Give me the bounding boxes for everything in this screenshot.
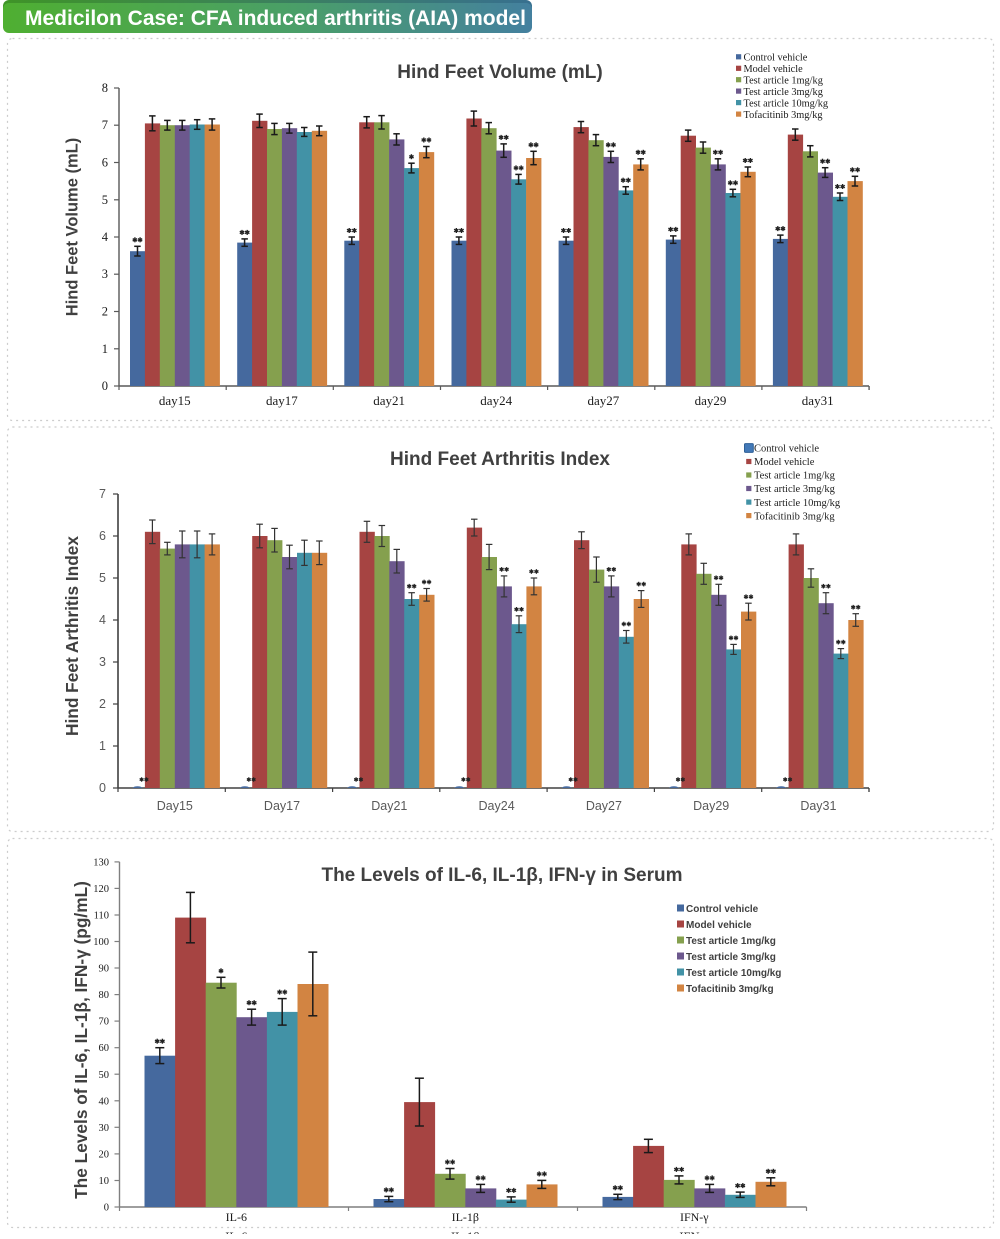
svg-text:70: 70: [99, 1017, 110, 1028]
svg-text:4: 4: [99, 613, 106, 627]
svg-text:Test article 3mg/kg: Test article 3mg/kg: [686, 952, 776, 963]
svg-text:4: 4: [102, 230, 109, 244]
svg-text:40: 40: [99, 1096, 110, 1107]
svg-text:30: 30: [99, 1123, 110, 1134]
svg-text:Test article 10mg/kg: Test article 10mg/kg: [686, 968, 781, 979]
svg-text:130: 130: [93, 857, 109, 868]
svg-text:0: 0: [99, 781, 106, 795]
svg-text:80: 80: [99, 990, 110, 1001]
svg-text:7: 7: [102, 118, 108, 132]
svg-text:Medicilon Case: CFA induced ar: Medicilon Case: CFA induced arthritis (A…: [25, 7, 526, 30]
svg-text:Control vehicle: Control vehicle: [744, 53, 808, 64]
svg-text:60: 60: [99, 1043, 110, 1054]
svg-text:day17: day17: [266, 393, 298, 408]
svg-text:0: 0: [104, 1203, 109, 1214]
svg-text:The Levels of IL-6, IL-1β, IFN: The Levels of IL-6, IL-1β, IFN-γ in Seru…: [321, 865, 682, 886]
svg-text:IL-1β: IL-1β: [451, 1230, 480, 1234]
svg-text:8: 8: [102, 81, 108, 95]
svg-text:IL-6: IL-6: [226, 1210, 247, 1224]
svg-text:Test article 3mg/kg: Test article 3mg/kg: [754, 484, 836, 495]
svg-text:6: 6: [102, 156, 108, 170]
svg-text:IL-1β: IL-1β: [452, 1210, 479, 1224]
svg-text:100: 100: [93, 937, 109, 948]
svg-text:2: 2: [99, 697, 106, 711]
svg-text:Test article 3mg/kg: Test article 3mg/kg: [744, 87, 823, 98]
svg-text:day29: day29: [695, 393, 727, 408]
svg-text:20: 20: [99, 1149, 110, 1160]
svg-text:Model vehicle: Model vehicle: [744, 64, 804, 75]
svg-text:Control vehicle: Control vehicle: [686, 904, 759, 915]
svg-text:Model vehicle: Model vehicle: [754, 457, 815, 468]
svg-text:Control vehicle: Control vehicle: [754, 444, 819, 455]
svg-text:IFN-γ: IFN-γ: [679, 1230, 709, 1234]
svg-text:3: 3: [102, 267, 108, 281]
svg-text:Test article 1mg/kg: Test article 1mg/kg: [686, 936, 776, 947]
svg-text:Test article 1mg/kg: Test article 1mg/kg: [754, 471, 836, 482]
svg-text:5: 5: [99, 571, 106, 585]
svg-text:120: 120: [93, 884, 109, 895]
svg-text:Tofacitinib 3mg/kg: Tofacitinib 3mg/kg: [744, 110, 823, 121]
svg-text:day31: day31: [802, 393, 834, 408]
svg-text:3: 3: [99, 655, 106, 669]
svg-text:Hind Feet Arthritis Index: Hind Feet Arthritis Index: [62, 536, 82, 736]
svg-text:6: 6: [99, 529, 106, 543]
svg-text:Day21: Day21: [371, 799, 407, 813]
svg-text:Day15: Day15: [157, 799, 193, 813]
svg-text:1: 1: [99, 739, 106, 753]
svg-text:Day31: Day31: [800, 799, 836, 813]
svg-text:The Levels of IL-6, IL-1β, IFN: The Levels of IL-6, IL-1β, IFN-γ (pg/mL): [71, 881, 91, 1199]
svg-text:Hind Feet Volume (mL): Hind Feet Volume (mL): [64, 138, 82, 316]
svg-text:0: 0: [102, 379, 108, 393]
svg-text:day15: day15: [159, 393, 191, 408]
svg-text:IFN-γ: IFN-γ: [680, 1210, 709, 1224]
svg-text:day24: day24: [480, 393, 512, 408]
svg-text:IL-6: IL-6: [225, 1230, 247, 1234]
svg-text:110: 110: [94, 911, 109, 922]
svg-text:2: 2: [102, 305, 108, 319]
svg-text:Hind Feet Volume (mL): Hind Feet Volume (mL): [397, 62, 602, 83]
svg-text:Tofacitinib 3mg/kg: Tofacitinib 3mg/kg: [754, 511, 835, 522]
svg-text:50: 50: [99, 1070, 110, 1081]
svg-text:Hind Feet Arthritis Index: Hind Feet Arthritis Index: [390, 449, 610, 470]
svg-text:day21: day21: [373, 393, 405, 408]
svg-text:5: 5: [102, 193, 108, 207]
svg-text:Tofacitinib 3mg/kg: Tofacitinib 3mg/kg: [686, 984, 774, 995]
svg-text:1: 1: [102, 342, 108, 356]
svg-text:Day29: Day29: [693, 799, 729, 813]
svg-text:day27: day27: [588, 393, 620, 408]
svg-text:Test article 10mg/kg: Test article 10mg/kg: [754, 498, 841, 509]
svg-text:Day27: Day27: [586, 799, 622, 813]
svg-text:Model vehicle: Model vehicle: [686, 920, 752, 931]
svg-text:Test article 10mg/kg: Test article 10mg/kg: [744, 98, 829, 109]
svg-text:Day17: Day17: [264, 799, 300, 813]
svg-text:7: 7: [99, 487, 106, 501]
svg-text:Test article 1mg/kg: Test article 1mg/kg: [744, 76, 823, 87]
svg-text:10: 10: [99, 1176, 110, 1187]
svg-text:Day24: Day24: [479, 799, 515, 813]
svg-text:90: 90: [99, 964, 110, 975]
